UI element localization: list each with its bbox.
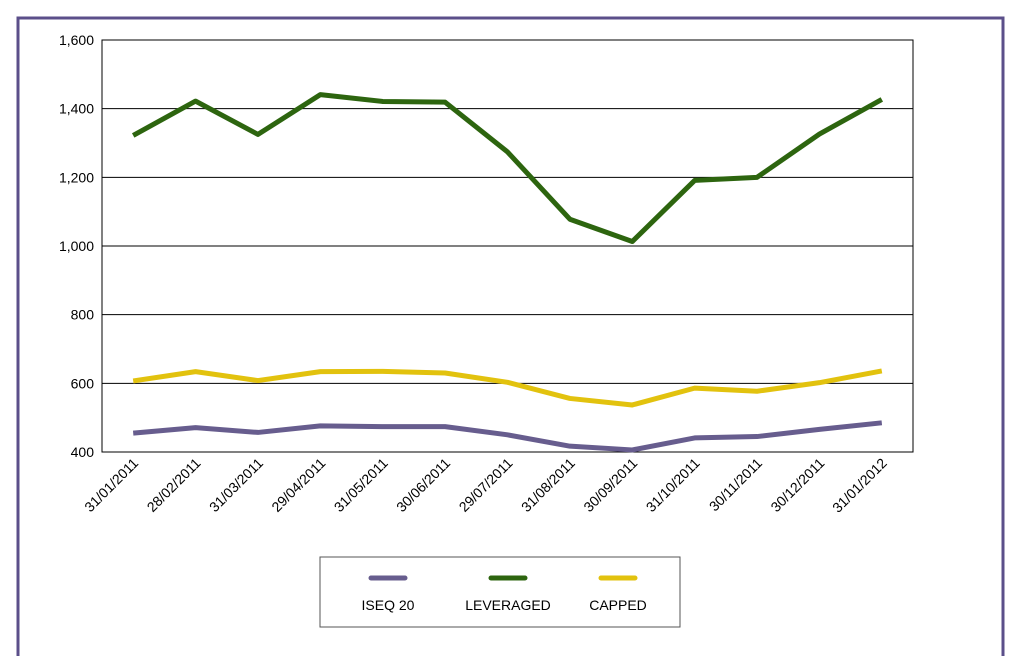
legend-box — [319, 556, 681, 628]
legend-label: CAPPED — [589, 597, 647, 613]
x-tick-label: 31/05/2011 — [331, 455, 391, 515]
y-tick-label: 1,400 — [59, 101, 94, 117]
line-series — [132, 368, 883, 408]
legend-label: LEVERAGED — [465, 597, 551, 613]
x-tick-label: 31/03/2011 — [206, 455, 266, 515]
x-tick-label: 30/11/2011 — [706, 455, 766, 515]
x-tick-label: 28/02/2011 — [144, 455, 204, 515]
y-tick-label: 600 — [71, 375, 95, 391]
y-tick-label: 1,000 — [59, 238, 94, 254]
x-tick-label: 31/01/2011 — [81, 455, 141, 515]
x-tick-label: 29/04/2011 — [268, 455, 328, 515]
x-tick-label: 29/07/2011 — [455, 455, 515, 515]
y-tick-label: 800 — [71, 307, 95, 323]
frame — [16, 16, 1005, 656]
x-tick-label: 30/09/2011 — [580, 455, 640, 515]
y-tick-label: 400 — [71, 444, 95, 460]
x-tick-label: 30/12/2011 — [767, 455, 827, 515]
x-tick-label: 31/08/2011 — [518, 455, 578, 515]
line-series — [132, 420, 883, 453]
y-tick-label: 1,600 — [59, 32, 94, 48]
y-tick-label: 1,200 — [59, 169, 94, 185]
x-tick-label: 30/06/2011 — [393, 455, 453, 515]
line-series — [131, 92, 884, 245]
x-tick-label: 31/01/2012 — [829, 455, 890, 516]
x-tick-label: 31/10/2011 — [643, 455, 703, 515]
legend-label: ISEQ 20 — [362, 597, 415, 613]
